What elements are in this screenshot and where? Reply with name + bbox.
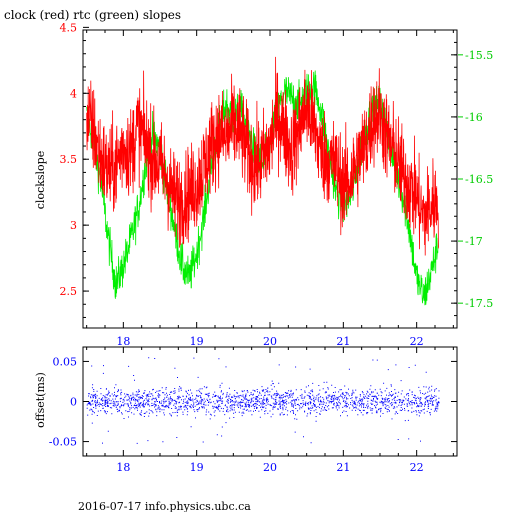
slopes-panel: 18 19 20 21 22 2.5 3 3.5 4 4.5 -15.5 -16 -16.5 -17 -17… <box>34 21 493 348</box>
offset-y-tick-label: -0.05 <box>49 436 77 449</box>
y-tick-label: 3.5 <box>60 153 78 166</box>
y-tick-label: 4.5 <box>60 21 78 34</box>
offset-points <box>86 357 440 444</box>
y2-tick-label: -15.5 <box>465 49 493 62</box>
offset-plot-frame <box>82 346 458 457</box>
y-tick-label: 4 <box>70 87 77 100</box>
y2-tick-label: -16.5 <box>465 173 493 186</box>
x-tick-label: 18 <box>116 335 130 348</box>
x-tick-label: 19 <box>190 335 204 348</box>
offset-y-tick-label: 0.05 <box>53 355 78 368</box>
y-tick-label: 3 <box>70 219 77 232</box>
left-axis-label: clockslope <box>34 151 47 209</box>
offset-x-tick-label: 20 <box>263 461 277 474</box>
y2-tick-label: -17 <box>465 235 483 248</box>
offset-x-tick-label: 18 <box>116 461 130 474</box>
offset-x-tick-label: 19 <box>190 461 204 474</box>
footer-credit: 2016-07-17 info.physics.ubc.ca <box>78 500 251 512</box>
x-tick-label: 21 <box>336 335 350 348</box>
x-tick-label: 20 <box>263 335 277 348</box>
offset-axis-label: offset(ms) <box>34 372 47 428</box>
y-tick-label: 2.5 <box>60 285 78 298</box>
clock-slope-line <box>86 56 439 256</box>
y2-tick-label: -17.5 <box>465 297 493 310</box>
offset-x-tick-label: 22 <box>410 461 424 474</box>
offset-y-tick-label: 0 <box>70 396 77 409</box>
x-tick-label: 22 <box>410 335 424 348</box>
offset-panel: 18 19 20 21 22 0.05 0 -0.05 offset(ms) <box>34 346 458 474</box>
y2-tick-label: -16 <box>465 111 483 124</box>
offset-x-tick-label: 21 <box>336 461 350 474</box>
chart-title: clock (red) rtc (green) slopes <box>4 8 181 22</box>
